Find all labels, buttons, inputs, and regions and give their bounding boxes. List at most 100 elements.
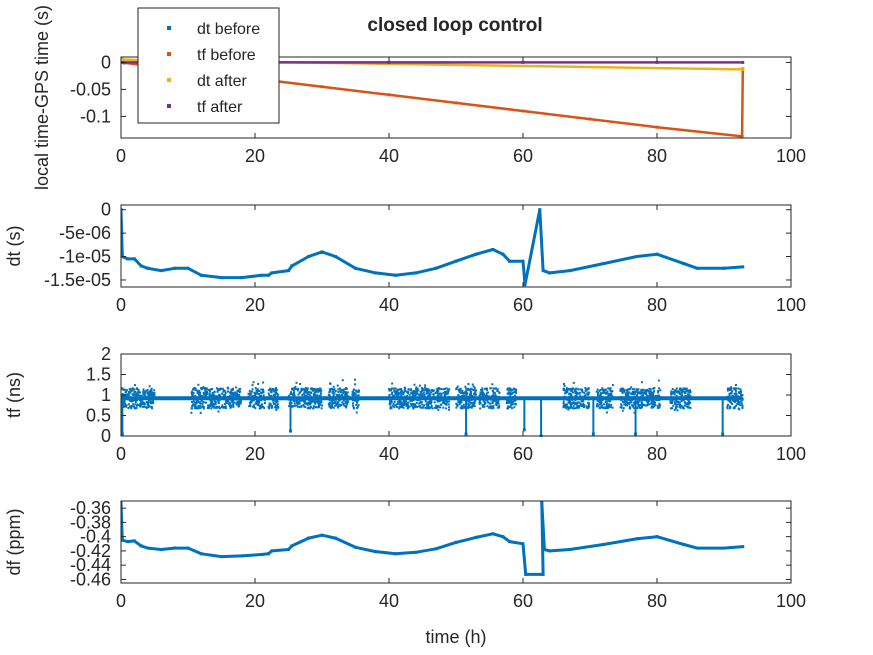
subplot-2: 0 20 40 60 80 100 0 -5e-06 -1e-05 -1.5e-05 dt (s) bbox=[4, 200, 806, 315]
axes-frame bbox=[120, 56, 792, 139]
data-point bbox=[146, 266, 150, 270]
legend-entry: tf after bbox=[197, 99, 243, 116]
y-tick-label: -0.05 bbox=[70, 79, 111, 99]
data-point bbox=[501, 252, 505, 256]
data-point bbox=[741, 545, 745, 549]
x-tick-label: 100 bbox=[776, 591, 806, 611]
legend-box bbox=[137, 7, 280, 124]
x-tick-label: 0 bbox=[116, 591, 126, 611]
legend-marker bbox=[167, 104, 171, 108]
data-point bbox=[522, 428, 526, 432]
y-tick-label: 1 bbox=[101, 385, 111, 405]
data-point bbox=[173, 546, 177, 550]
noise-burst bbox=[267, 387, 280, 411]
y-tick-label: -0.46 bbox=[70, 569, 111, 589]
noise-burst bbox=[388, 382, 451, 411]
y-tick-label: -0.36 bbox=[70, 498, 111, 518]
y-tick-label: 0 bbox=[101, 52, 111, 72]
x-tick-label: 20 bbox=[245, 444, 265, 464]
y-tick-label: -0.44 bbox=[70, 555, 111, 575]
y-tick-label: 1.5 bbox=[86, 365, 111, 385]
x-tick-label: 0 bbox=[116, 295, 126, 315]
data-point bbox=[568, 269, 572, 273]
data-point bbox=[287, 269, 290, 273]
data-point bbox=[588, 117, 592, 121]
y-tick-label: 0 bbox=[101, 200, 111, 220]
x-tick-label: 80 bbox=[647, 444, 667, 464]
data-point bbox=[320, 85, 324, 89]
data-point bbox=[270, 549, 274, 553]
data-point bbox=[541, 572, 545, 576]
data-point bbox=[387, 60, 391, 64]
x-tick-label: 60 bbox=[513, 444, 533, 464]
x-tick-label: 40 bbox=[379, 295, 399, 315]
y-axis-label: dt (s) bbox=[4, 225, 24, 266]
data-point bbox=[722, 266, 726, 270]
subplot-1: 0 20 40 60 80 100 0 -0.05 -0.1 local time-GPS tim… bbox=[32, 5, 806, 190]
data-point bbox=[538, 208, 542, 212]
x-tick-label: 40 bbox=[379, 444, 399, 464]
data-point bbox=[434, 547, 438, 551]
x-tick-label: 20 bbox=[245, 295, 265, 315]
series-df bbox=[121, 500, 745, 576]
x-tick-label: 100 bbox=[776, 146, 806, 166]
y-tick-label: 0.5 bbox=[86, 406, 111, 426]
legend-marker bbox=[167, 78, 171, 82]
data-point bbox=[354, 266, 357, 270]
data-point bbox=[722, 546, 726, 550]
noise-burst bbox=[726, 384, 744, 411]
x-tick-label: 80 bbox=[647, 295, 667, 315]
data-point bbox=[695, 266, 699, 270]
data-point bbox=[741, 67, 745, 71]
x-tick-label: 60 bbox=[513, 591, 533, 611]
noise-burst bbox=[287, 381, 323, 410]
x-tick-label: 80 bbox=[647, 146, 667, 166]
plot-area bbox=[121, 378, 744, 437]
data-point bbox=[548, 271, 552, 275]
subplot-4: 0 20 40 60 80 100 -0.36-0.38-0.4-0.42-0.44-0.4… bbox=[4, 498, 806, 611]
data-point bbox=[501, 535, 505, 539]
data-point bbox=[541, 269, 545, 273]
y-axis-label: local time-GPS time (s) bbox=[32, 5, 52, 190]
data-point bbox=[414, 271, 418, 275]
data-point bbox=[655, 125, 659, 129]
legend-marker bbox=[167, 52, 171, 56]
data-point bbox=[568, 547, 572, 551]
y-tick-label: -0.4 bbox=[80, 527, 111, 547]
noise-burst bbox=[562, 381, 591, 411]
data-point bbox=[464, 432, 468, 436]
data-point bbox=[434, 266, 438, 270]
x-tick-label: 60 bbox=[513, 146, 533, 166]
data-point bbox=[655, 60, 659, 64]
y-tick-label: -0.42 bbox=[70, 541, 111, 561]
x-tick-label: 80 bbox=[647, 591, 667, 611]
data-point bbox=[655, 535, 659, 539]
data-point bbox=[132, 257, 136, 261]
x-axis-label: time (h) bbox=[425, 627, 486, 647]
noise-burst bbox=[669, 387, 692, 412]
x-tick-label: 40 bbox=[379, 591, 399, 611]
legend-entry: tf before bbox=[197, 47, 256, 64]
data-point bbox=[132, 539, 136, 543]
data-point bbox=[548, 549, 552, 553]
y-tick-label: 0 bbox=[101, 426, 111, 446]
y-tick-label: -1e-05 bbox=[59, 247, 111, 267]
x-tick-label: 20 bbox=[245, 591, 265, 611]
data-point bbox=[220, 276, 223, 280]
data-point bbox=[240, 276, 244, 280]
y-tick-label: -0.38 bbox=[70, 512, 111, 532]
data-point bbox=[287, 547, 290, 551]
data-point bbox=[454, 540, 458, 544]
plot-area bbox=[121, 500, 745, 576]
y-tick-label: 2 bbox=[101, 344, 111, 364]
data-point bbox=[521, 60, 525, 64]
data-point bbox=[121, 56, 123, 60]
data-point bbox=[289, 429, 293, 433]
x-tick-label: 20 bbox=[245, 146, 265, 166]
data-point bbox=[307, 536, 311, 540]
data-point bbox=[260, 552, 264, 556]
data-point bbox=[601, 262, 605, 266]
data-point bbox=[333, 255, 337, 259]
